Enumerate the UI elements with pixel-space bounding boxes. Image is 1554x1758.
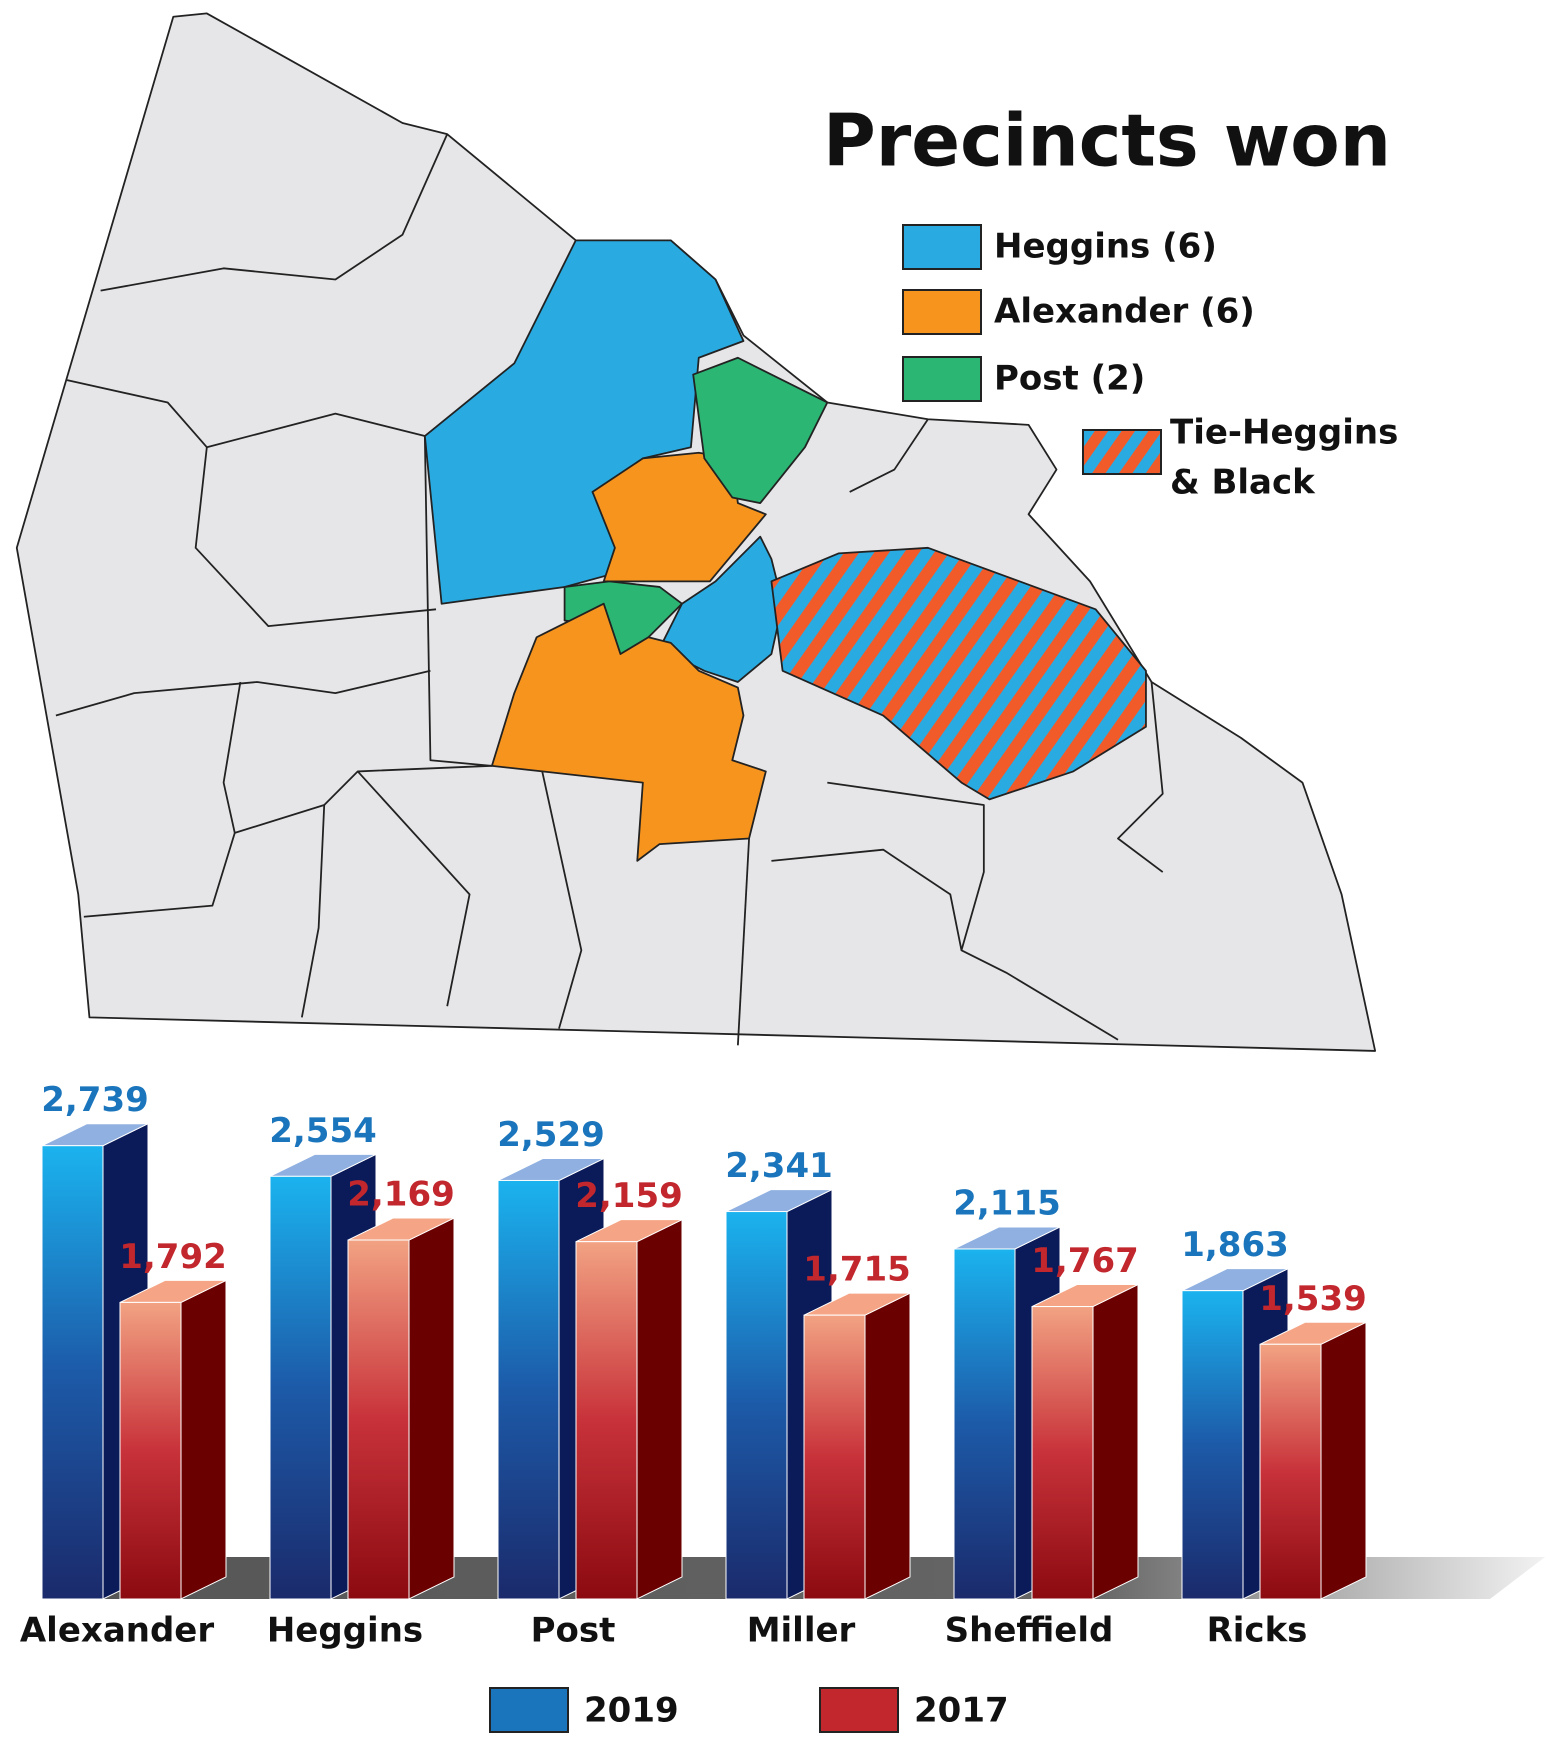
bar-side xyxy=(408,1217,455,1600)
bar xyxy=(119,1301,182,1600)
value-label: 2,554 xyxy=(269,1111,377,1151)
value-label: 2,739 xyxy=(41,1080,149,1120)
legend-label: Tie-Heggins xyxy=(1170,413,1398,453)
region-tie xyxy=(770,546,1147,801)
region-post xyxy=(692,356,829,504)
bar xyxy=(803,1314,866,1600)
legend-label: 2019 xyxy=(584,1691,679,1731)
chart-legend: 2019 2017 xyxy=(489,1687,1009,1733)
legend-swatch xyxy=(1082,429,1162,475)
precinct-lines xyxy=(55,133,1164,1046)
bar xyxy=(575,1241,638,1600)
value-label: 1,715 xyxy=(803,1250,911,1290)
legend-label: Post (2) xyxy=(994,359,1145,399)
x-tick-label: Miller xyxy=(747,1611,856,1651)
map xyxy=(15,12,1377,1052)
bar-side xyxy=(1092,1283,1139,1600)
value-label: 2,529 xyxy=(497,1115,605,1155)
bar-side xyxy=(180,1279,227,1600)
legend-label: Alexander (6) xyxy=(994,292,1255,332)
legend-label: 2017 xyxy=(914,1691,1009,1731)
value-label: 2,341 xyxy=(725,1146,833,1186)
value-label: 1,792 xyxy=(119,1237,227,1277)
x-tick-label: Sheffield xyxy=(945,1611,1114,1651)
bar xyxy=(269,1175,332,1600)
region-alexander xyxy=(491,602,767,862)
bar xyxy=(41,1145,104,1600)
legend-label: & Black xyxy=(1170,463,1316,503)
region-heggins xyxy=(423,239,745,605)
value-label: 1,767 xyxy=(1031,1241,1139,1281)
bar xyxy=(1181,1290,1244,1600)
legend-swatch xyxy=(902,356,982,402)
bar xyxy=(953,1248,1016,1600)
x-tick-label: Ricks xyxy=(1207,1611,1308,1651)
legend-swatch xyxy=(489,1687,569,1733)
bar xyxy=(497,1179,560,1600)
bar xyxy=(1031,1306,1094,1600)
legend-swatch xyxy=(902,224,982,270)
map-title: Precincts won xyxy=(823,99,1391,183)
legend-swatch xyxy=(902,289,982,335)
x-tick-label: Heggins xyxy=(267,1611,423,1651)
value-label: 1,863 xyxy=(1181,1225,1289,1265)
value-label: 2,169 xyxy=(347,1175,455,1215)
value-label: 2,159 xyxy=(575,1176,683,1216)
bar-chart: 2,739 1,792 Alexander 2,554 2,169 Heggins 2,52… xyxy=(20,1080,1367,1650)
bar-side xyxy=(864,1292,911,1600)
bar xyxy=(1259,1343,1322,1600)
value-label: 2,115 xyxy=(953,1183,1061,1223)
value-label: 1,539 xyxy=(1259,1279,1367,1319)
x-tick-label: Alexander xyxy=(20,1611,215,1651)
bar xyxy=(725,1211,788,1600)
map-legend: Heggins (6) Alexander (6) Post (2) Tie-H… xyxy=(902,224,1398,503)
bar-side xyxy=(1320,1321,1367,1600)
x-tick-label: Post xyxy=(531,1611,616,1651)
legend-swatch xyxy=(819,1687,899,1733)
bar-side xyxy=(636,1218,683,1600)
bar xyxy=(347,1239,410,1600)
legend-label: Heggins (6) xyxy=(994,227,1217,267)
